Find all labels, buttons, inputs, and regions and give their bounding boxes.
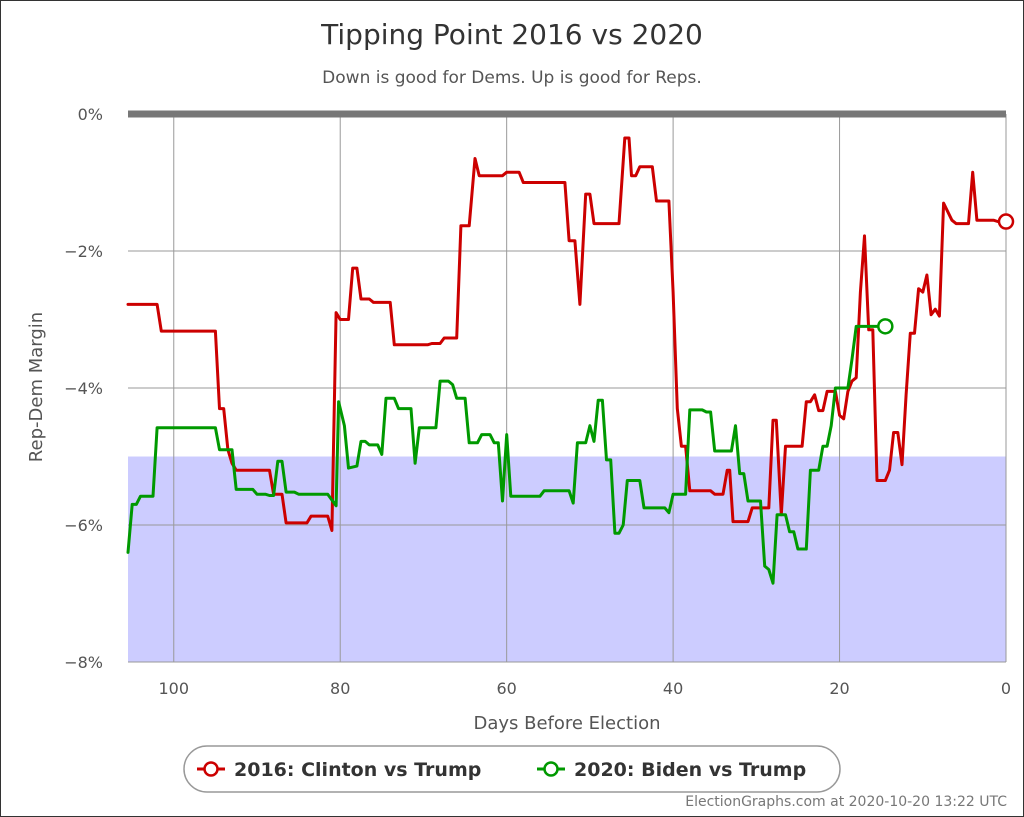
y-tick-label: 0% [78, 105, 103, 124]
x-tick-label: 20 [829, 679, 849, 698]
y-tick-label: −8% [64, 653, 103, 672]
shaded-band [128, 456, 1006, 662]
x-tick-label: 80 [330, 679, 350, 698]
legend-label-2016: 2016: Clinton vs Trump [234, 759, 481, 781]
x-tick-label: 40 [663, 679, 683, 698]
x-axis-title: Days Before Election [473, 713, 660, 734]
y-tick-label: −6% [64, 516, 103, 535]
y-tick-label: −4% [64, 379, 103, 398]
legend-box [183, 745, 841, 793]
series-end-marker-0 [997, 213, 1015, 230]
series-line-0 [126, 136, 1008, 532]
plot-area: 100 80 60 40 20 0 0% −2% −4% −6% −8% [64, 105, 1015, 698]
series-end-marker-1 [877, 318, 894, 335]
legend-label-2020: 2020: Biden vs Trump [574, 759, 806, 781]
legend-item-2020[interactable]: 2020: Biden vs Trump [537, 759, 806, 781]
series-line-1 [126, 324, 887, 585]
legend-marker-2020 [543, 761, 559, 777]
y-axis-title: Rep-Dem Margin [26, 312, 47, 462]
x-tick-label: 100 [158, 679, 189, 698]
x-tick-label: 0 [1001, 679, 1011, 698]
legend-marker-2016 [203, 761, 219, 777]
legend-item-2016[interactable]: 2016: Clinton vs Trump [197, 759, 481, 781]
x-tick-label: 60 [496, 679, 516, 698]
legend: 2016: Clinton vs Trump 2020: Biden vs Tr… [183, 745, 841, 793]
chart-subtitle: Down is good for Dems. Up is good for Re… [322, 68, 702, 88]
credit-text: ElectionGraphs.com at 2020-10-20 13:22 U… [685, 794, 1007, 810]
chart-title: Tipping Point 2016 vs 2020 [320, 18, 703, 51]
y-tick-label: −2% [64, 242, 103, 261]
